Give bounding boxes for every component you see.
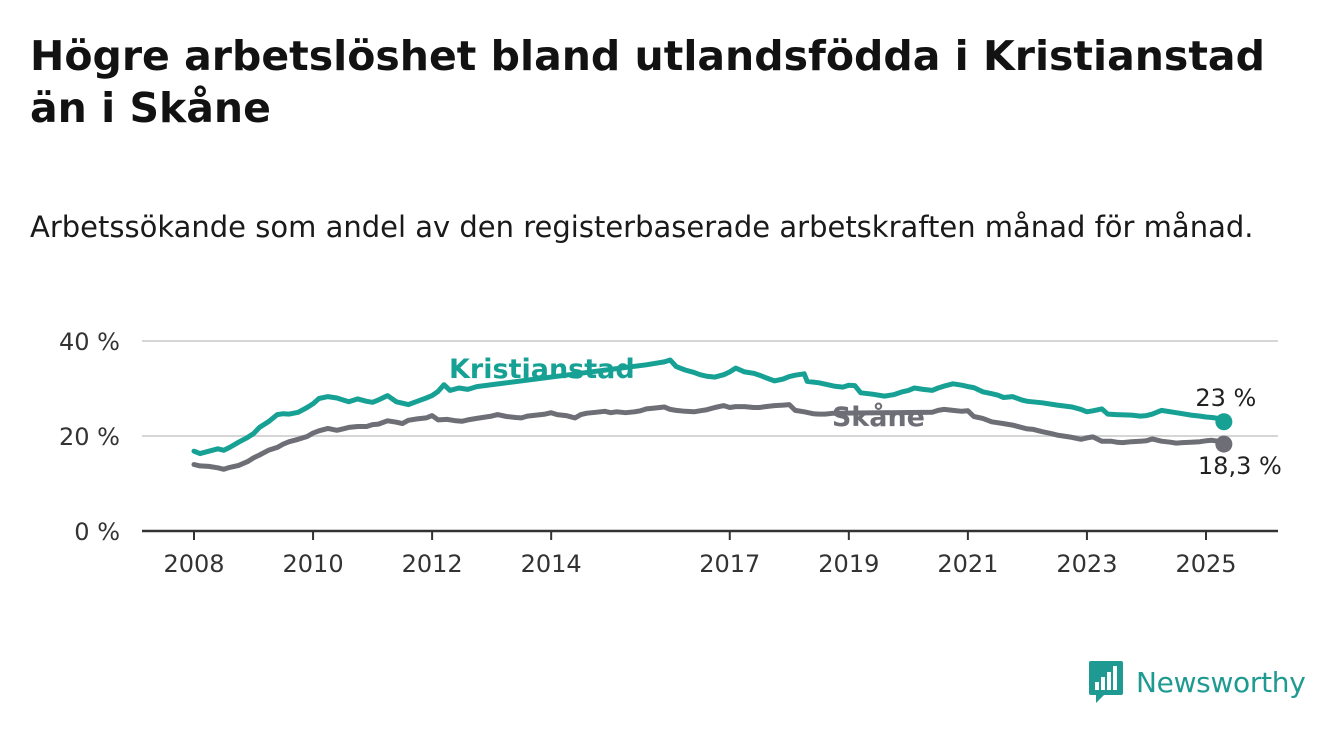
series-name-label: Kristianstad <box>449 354 635 385</box>
series-line-kristianstad <box>191 357 1227 457</box>
series-end-label: 18,3 % <box>1198 452 1282 480</box>
x-tick-label: 2025 <box>1175 550 1236 578</box>
series-end-point <box>1215 413 1233 431</box>
x-tick-label: 2012 <box>402 550 463 578</box>
series-end-point <box>1215 435 1233 453</box>
chart-subtitle: Arbetssökande som andel av den registerb… <box>30 210 1254 244</box>
y-tick-label: 20 % <box>59 423 120 451</box>
x-tick-label: 2019 <box>818 550 879 578</box>
series-line-skane <box>191 402 1227 472</box>
series-name-label: Skåne <box>832 401 925 433</box>
x-tick-label: 2010 <box>283 550 344 578</box>
label-layer: 0 % 20 % 40 % 2008 2010 2012 2014 2017 2019 2021 2… <box>59 328 1282 578</box>
x-tick-label: 2017 <box>699 550 760 578</box>
x-tick-label: 2023 <box>1056 550 1117 578</box>
x-tick-label: 2008 <box>163 550 224 578</box>
newsworthy-logo-text: Newsworthy <box>1136 665 1306 699</box>
y-tick-label: 40 % <box>59 328 120 356</box>
series-end-label: 23 % <box>1195 384 1256 412</box>
series-layer <box>191 357 1233 472</box>
chart-title: Högre arbetslöshet bland utlandsfödda i … <box>30 32 1265 132</box>
newsworthy-logo: Newsworthy <box>1088 660 1306 704</box>
newsworthy-logo-icon <box>1089 661 1123 703</box>
x-tick-label: 2014 <box>521 550 582 578</box>
x-tick-label: 2021 <box>937 550 998 578</box>
y-tick-label: 0 % <box>74 518 120 546</box>
